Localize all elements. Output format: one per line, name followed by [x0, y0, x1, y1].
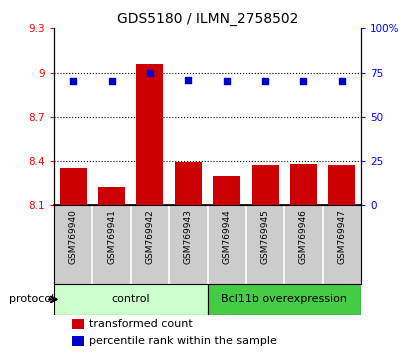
Point	[262, 79, 269, 84]
Text: GSM769945: GSM769945	[261, 209, 270, 264]
Text: Bcl11b overexpression: Bcl11b overexpression	[221, 295, 347, 304]
Bar	[328, 165, 355, 205]
Point	[339, 79, 345, 84]
Text: GSM769941: GSM769941	[107, 209, 116, 264]
Bar	[175, 162, 202, 205]
Bar	[54, 284, 208, 315]
Bar	[290, 164, 317, 205]
Point	[146, 70, 153, 75]
Point	[185, 77, 192, 82]
Bar	[213, 176, 240, 205]
Point	[300, 79, 307, 84]
Bar	[72, 319, 84, 329]
Title: GDS5180 / ILMN_2758502: GDS5180 / ILMN_2758502	[117, 12, 298, 26]
Bar	[208, 284, 361, 315]
Bar	[251, 165, 278, 205]
Text: GSM769943: GSM769943	[184, 209, 193, 264]
Text: protocol: protocol	[9, 295, 54, 304]
Text: control: control	[111, 295, 150, 304]
Point	[70, 79, 76, 84]
Point	[223, 79, 230, 84]
Text: GSM769942: GSM769942	[145, 209, 154, 264]
Text: GSM769947: GSM769947	[337, 209, 347, 264]
Bar	[98, 187, 125, 205]
Text: transformed count: transformed count	[89, 319, 193, 329]
Point	[108, 79, 115, 84]
Bar	[137, 64, 164, 205]
Text: GSM769944: GSM769944	[222, 209, 231, 264]
Bar	[72, 336, 84, 346]
Text: percentile rank within the sample: percentile rank within the sample	[89, 336, 277, 346]
Text: GSM769946: GSM769946	[299, 209, 308, 264]
Text: GSM769940: GSM769940	[68, 209, 78, 264]
Bar	[60, 168, 87, 205]
